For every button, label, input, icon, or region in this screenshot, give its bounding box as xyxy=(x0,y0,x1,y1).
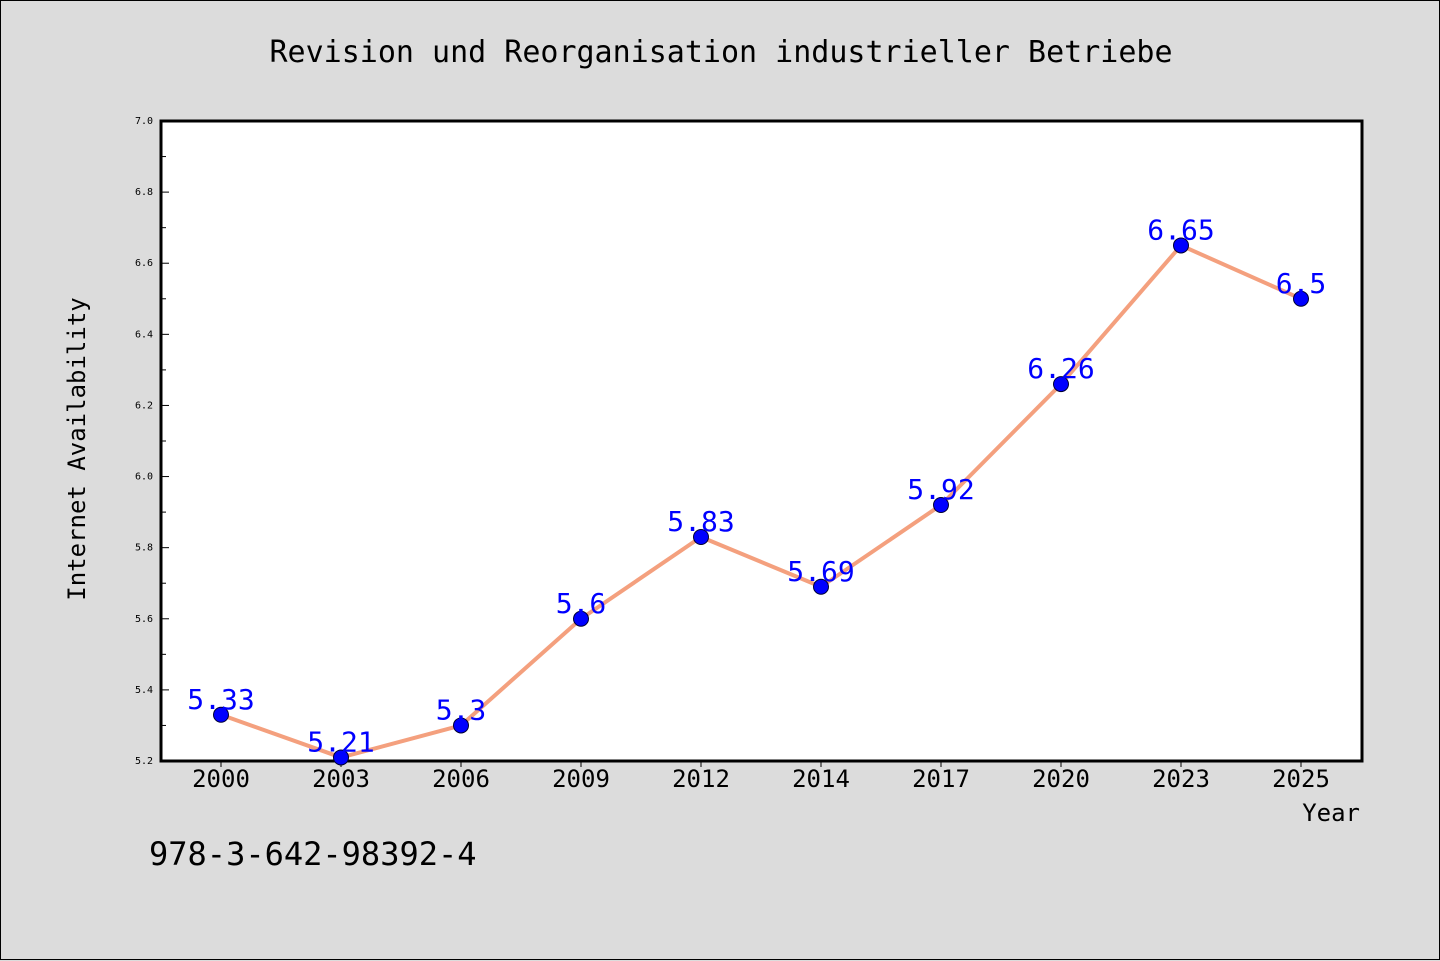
chart-title: Revision und Reorganisation industrielle… xyxy=(269,35,1173,70)
x-tick-label: 2020 xyxy=(1032,765,1090,793)
y-tick-label: 6.0 xyxy=(135,472,153,483)
data-point xyxy=(693,529,709,545)
data-point xyxy=(1293,290,1309,307)
y-tick-label: 6.6 xyxy=(135,258,153,269)
data-point xyxy=(933,497,949,513)
x-tick-label: 2009 xyxy=(552,765,610,793)
y-tick-label: 6.4 xyxy=(135,329,153,340)
x-tick-label: 2006 xyxy=(432,765,490,793)
y-tick-label: 5.8 xyxy=(135,543,153,554)
x-tick-label: 2017 xyxy=(912,765,970,793)
data-point xyxy=(333,749,349,766)
y-tick-label: 6.8 xyxy=(135,187,153,198)
y-tick-label: 5.6 xyxy=(135,614,153,625)
plot-area xyxy=(161,121,1362,761)
x-tick-label: 2000 xyxy=(192,765,250,793)
data-point xyxy=(453,717,469,734)
x-tick-label: 2003 xyxy=(312,765,370,793)
isbn-caption: 978-3-642-98392-4 xyxy=(149,835,477,873)
y-tick-label: 7.0 xyxy=(135,116,153,127)
y-axis-label: Internet Availability xyxy=(63,297,91,600)
data-label: 5.6 xyxy=(556,587,607,620)
plot-frame xyxy=(159,119,1364,763)
y-tick-label: 5.4 xyxy=(135,685,153,696)
data-label: 5.33 xyxy=(187,683,254,716)
data-point xyxy=(813,578,829,595)
data-label: 5.83 xyxy=(667,505,734,538)
data-label: 5.3 xyxy=(436,693,487,726)
data-label: 6.65 xyxy=(1147,213,1214,246)
data-label: 5.92 xyxy=(907,473,974,506)
x-axis-label: Year xyxy=(1302,799,1360,827)
data-label: 5.69 xyxy=(787,555,854,588)
data-label: 6.26 xyxy=(1027,352,1094,385)
data-label: 5.21 xyxy=(307,725,374,758)
data-point xyxy=(213,706,229,723)
x-tick-label: 2025 xyxy=(1272,765,1330,793)
data-point xyxy=(1053,376,1069,393)
x-tick-label: 2014 xyxy=(792,765,850,793)
data-point xyxy=(573,610,589,627)
data-point xyxy=(1173,237,1189,254)
x-tick-label: 2023 xyxy=(1152,765,1210,793)
y-tick-label: 6.2 xyxy=(135,400,153,411)
series-line xyxy=(219,243,1303,760)
x-tick-label: 2012 xyxy=(672,765,730,793)
y-tick-label: 5.2 xyxy=(135,756,153,767)
data-label: 6.5 xyxy=(1276,267,1327,300)
